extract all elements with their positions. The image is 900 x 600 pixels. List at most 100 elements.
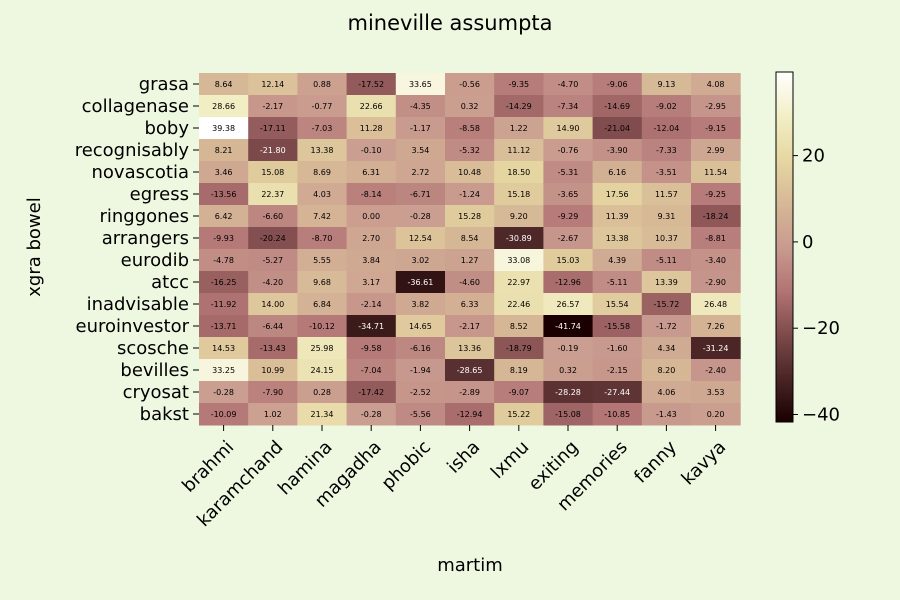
cell-value-label: -9.07	[508, 388, 529, 397]
cell-value-label: 10.99	[261, 366, 284, 375]
heatmap-cell	[494, 161, 544, 184]
heatmap-cell	[494, 315, 544, 338]
y-tick-label: novascotia	[92, 162, 189, 183]
heatmap-cell	[691, 73, 741, 96]
heatmap-cell	[445, 161, 495, 184]
heatmap-cell	[543, 359, 594, 382]
heatmap-cell	[199, 227, 249, 250]
cell-value-label: -4.78	[213, 256, 234, 265]
cell-value-label: 14.00	[261, 300, 284, 309]
heatmap-cell	[691, 271, 741, 294]
cell-value-label: -4.35	[410, 102, 431, 111]
cell-value-label: 4.08	[707, 80, 725, 89]
cell-value-label: 15.18	[507, 190, 530, 199]
cell-value-label: 25.98	[311, 344, 334, 353]
cell-value-label: 7.42	[313, 212, 331, 221]
cell-value-label: 18.50	[507, 168, 530, 177]
cell-value-label: -8.14	[361, 190, 382, 199]
y-tick-label: eurodib	[121, 250, 189, 271]
heatmap-cell	[199, 271, 249, 294]
cell-value-label: -0.28	[361, 410, 382, 419]
y-tick-label: egress	[130, 184, 189, 205]
heatmap-cell	[248, 337, 298, 360]
heatmap-cell	[494, 293, 544, 316]
cell-value-label: -10.85	[604, 410, 630, 419]
heatmap-cell	[297, 73, 348, 96]
cell-value-label: -0.76	[558, 146, 579, 155]
cell-value-label: 4.03	[313, 190, 331, 199]
heatmap-cell	[297, 359, 348, 382]
heatmap-cell	[641, 403, 692, 426]
cell-value-label: 6.42	[215, 212, 233, 221]
heatmap-cell	[395, 161, 446, 184]
heatmap-cell	[641, 95, 692, 118]
cell-value-label: -15.08	[555, 410, 581, 419]
heatmap-cell	[297, 403, 348, 426]
cell-value-label: 3.02	[411, 256, 429, 265]
cell-value-label: -41.74	[555, 322, 581, 331]
heatmap-cell	[248, 249, 298, 272]
cell-value-label: 7.26	[707, 322, 725, 331]
heatmap-cell	[543, 95, 594, 118]
cell-value-label: -16.25	[211, 278, 237, 287]
heatmap-cell	[445, 227, 495, 250]
heatmap-cell	[592, 117, 643, 140]
cell-value-label: 11.39	[606, 212, 629, 221]
colorbar-tick-label: 20	[802, 146, 825, 167]
cell-value-label: 14.65	[409, 322, 432, 331]
y-tick-label: euroinvestor	[76, 316, 190, 337]
heatmap-cell	[199, 249, 249, 272]
heatmap-cell	[641, 337, 692, 360]
cell-value-label: 5.55	[313, 256, 331, 265]
x-axis-label: martim	[437, 555, 503, 576]
cell-value-label: 1.27	[461, 256, 479, 265]
cell-value-label: -31.24	[703, 344, 729, 353]
cell-value-label: -9.25	[705, 190, 726, 199]
cell-value-label: 8.20	[657, 366, 675, 375]
heatmap-cell	[297, 139, 348, 162]
heatmap-cell	[592, 249, 643, 272]
cell-value-label: 0.88	[313, 80, 331, 89]
heatmap-cell	[543, 293, 594, 316]
heatmap-cell	[199, 403, 249, 426]
heatmap-cell	[494, 359, 544, 382]
heatmap-cell	[346, 359, 397, 382]
cell-value-label: -2.17	[262, 102, 283, 111]
y-tick-label: recognisably	[75, 140, 190, 161]
heatmap-cell	[199, 139, 249, 162]
heatmap-cell	[395, 315, 446, 338]
heatmap-cell	[248, 73, 298, 96]
cell-value-label: -15.58	[604, 322, 630, 331]
cell-value-label: -2.15	[607, 366, 628, 375]
heatmap-cell	[445, 381, 495, 404]
cell-value-label: -0.19	[558, 344, 579, 353]
cell-value-label: 3.17	[362, 278, 380, 287]
y-tick-label: boby	[144, 118, 189, 139]
heatmap-cell	[592, 183, 643, 206]
heatmap-cell	[395, 95, 446, 118]
heatmap-cell	[641, 381, 692, 404]
heatmap-cell	[199, 205, 249, 228]
heatmap-cell	[346, 227, 397, 250]
heatmap-cell	[346, 117, 397, 140]
cell-value-label: -9.29	[558, 212, 579, 221]
cell-value-label: -2.52	[410, 388, 431, 397]
cell-value-label: 1.02	[264, 410, 282, 419]
cell-value-label: 8.54	[461, 234, 479, 243]
heatmap-cell	[297, 337, 348, 360]
heatmap-cell	[641, 161, 692, 184]
heatmap-cell	[346, 293, 397, 316]
heatmap-cell	[691, 315, 741, 338]
cell-value-label: -8.81	[705, 234, 726, 243]
heatmap-cell	[592, 337, 643, 360]
cell-value-label: -3.40	[705, 256, 726, 265]
cell-value-label: 1.22	[510, 124, 528, 133]
cell-value-label: 15.08	[261, 168, 284, 177]
heatmap-cell	[641, 73, 692, 96]
y-axis-ticks: grasacollagenasebobyrecognisablynovascot…	[75, 74, 199, 425]
cell-value-label: -1.94	[410, 366, 431, 375]
cell-value-label: 0.28	[313, 388, 331, 397]
heatmap-cell	[691, 139, 741, 162]
heatmap-cell	[592, 161, 643, 184]
